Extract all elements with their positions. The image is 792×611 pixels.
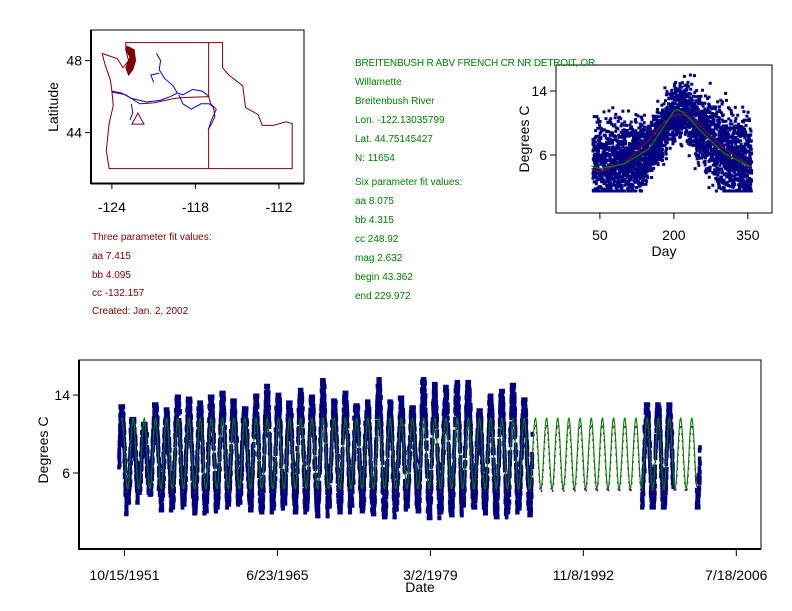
river-line <box>150 72 160 83</box>
three-param-bb: bb 4.095 <box>92 270 131 281</box>
station-lon: Lon. -122.13035799 <box>355 115 445 126</box>
river-line <box>155 53 178 94</box>
seasonal-x-tick-label: 50 <box>592 227 608 243</box>
six-param-begin: begin 43.362 <box>355 272 413 283</box>
seasonal-x-tick-label: 350 <box>736 227 760 243</box>
seasonal-plot: 50 200 350 14 6 Day Degrees C <box>516 64 773 259</box>
site-marker-triangle-icon <box>131 112 145 125</box>
station-n: N: 11654 <box>355 153 395 164</box>
six-param-mag: mag 2.632 <box>355 253 403 264</box>
three-param-cc: cc -132.157 <box>92 288 145 299</box>
map-y-label: Latitude <box>45 82 61 132</box>
six-param-bb: bb 4.315 <box>355 215 394 226</box>
created-date: Created: Jan. 2, 2002 <box>92 306 189 317</box>
timeseries-x-tick-label: 11/8/1992 <box>553 567 614 583</box>
idaho-border <box>208 42 217 169</box>
river-line <box>111 88 210 103</box>
seasonal-y-tick-label: 14 <box>531 83 547 99</box>
six-param-aa: aa 8.075 <box>355 196 394 207</box>
three-param-aa: aa 7.415 <box>92 251 131 262</box>
map-frame <box>90 29 305 184</box>
timeseries-y-tick-label: 6 <box>62 465 70 481</box>
three-param-title: Three parameter fit values: <box>92 232 212 243</box>
seasonal-x-label: Day <box>652 243 677 259</box>
river-line <box>129 103 134 121</box>
station-lat: Lat. 44.75145427 <box>355 134 433 145</box>
station-name: BREITENBUSH R ABV FRENCH CR NR DETROIT, … <box>355 58 598 69</box>
six-param-title: Six parameter fit values: <box>355 177 463 188</box>
six-param-end: end 229.972 <box>355 291 411 302</box>
timeseries-y-tick-label: 14 <box>54 387 70 403</box>
seasonal-observed-points <box>591 73 754 193</box>
river-line <box>178 94 216 130</box>
map-y-tick-label: 44 <box>66 125 82 141</box>
puget-sound <box>125 45 137 77</box>
timeseries-six-param-fit-line <box>120 417 698 490</box>
map-x-tick-label: -112 <box>265 199 292 215</box>
six-param-cc: cc 248.92 <box>355 234 399 245</box>
timeseries-x-tick-label: 6/23/1965 <box>246 567 308 583</box>
timeseries-x-tick-label: 10/15/1951 <box>89 567 159 583</box>
location-map: -124 -118 -112 48 44 Latitude <box>45 29 305 215</box>
timeseries-x-tick-label: 7/18/2006 <box>705 567 767 583</box>
timeseries-plot: 10/15/1951 6/23/1965 3/2/1979 11/8/1992 7/18… <box>35 359 768 595</box>
wa-or-border <box>111 91 210 105</box>
timeseries-x-tick-label: 3/2/1979 <box>403 567 458 583</box>
seasonal-x-tick-label: 200 <box>662 227 686 243</box>
station-river: Breitenbush River <box>355 96 435 107</box>
timeseries-x-label: Date <box>405 579 435 595</box>
map-x-tick-label: -118 <box>182 199 209 215</box>
station-basin: Willamette <box>355 77 402 88</box>
map-y-tick-label: 48 <box>66 53 82 69</box>
map-x-tick-label: -124 <box>98 199 126 215</box>
seasonal-six-param-fit-line <box>591 108 751 170</box>
seasonal-y-tick-label: 6 <box>539 147 547 163</box>
seasonal-y-label: Degrees C <box>516 106 532 173</box>
timeseries-y-label: Degrees C <box>35 417 51 484</box>
seasonal-frame <box>555 64 773 214</box>
